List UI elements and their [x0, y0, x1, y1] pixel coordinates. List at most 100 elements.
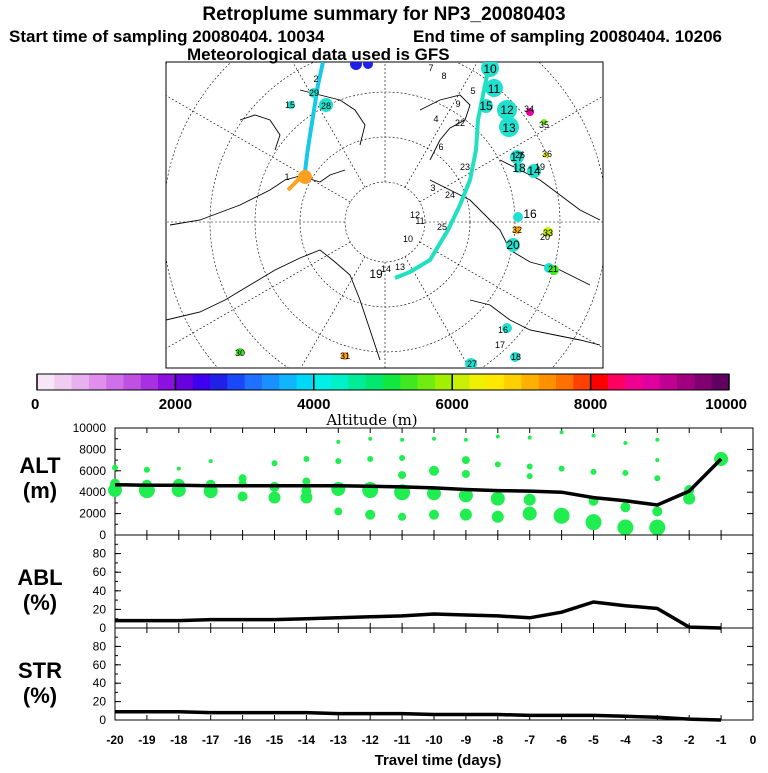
y-tick-label: 40: [93, 676, 107, 690]
plume-point: [655, 437, 660, 442]
colorbar-cell: [88, 374, 107, 390]
x-tick-label: -7: [524, 733, 535, 747]
colorbar-cell: [677, 374, 695, 390]
colorbar-cell: [556, 374, 574, 390]
colorbar-cell: [348, 374, 367, 390]
colorbar-cell: [521, 374, 540, 390]
plume-point: [495, 434, 500, 439]
meridian-line: [300, 256, 366, 368]
plume-point: [585, 514, 602, 531]
plume-point: [432, 436, 436, 441]
plume-point: [143, 466, 150, 473]
plume-point: [367, 456, 374, 463]
colorbar-tick-label: 2000: [159, 396, 192, 413]
trajectory-marker: [287, 101, 295, 109]
trajectory-marker: [527, 164, 541, 178]
x-tick-label: -18: [170, 733, 188, 747]
colorbar-cell: [158, 374, 176, 390]
map-point-label: 31: [340, 351, 350, 361]
colorbar-cell: [331, 374, 349, 390]
map-meteorology: Meteorological data used is GFS: [187, 45, 450, 64]
map-point-label: 24: [445, 190, 455, 200]
plume-point: [553, 507, 570, 524]
y-tick-label: 2000: [79, 507, 106, 521]
colorbar-cell: [711, 374, 730, 390]
map-point-label: 26: [515, 150, 525, 160]
meridian-line: [166, 95, 351, 203]
plume-point: [368, 436, 373, 441]
map-point-label: 4: [433, 114, 438, 124]
x-tick-label: -9: [461, 733, 472, 747]
plume-point: [591, 433, 596, 438]
plume-point: [268, 491, 281, 504]
map-point-label: 23: [460, 162, 470, 172]
map-point-label: 30: [235, 348, 245, 358]
series-line: [114, 457, 723, 507]
colorbar-cell: [140, 374, 159, 390]
plume-point: [620, 502, 631, 513]
plume-point: [527, 435, 532, 440]
trajectory-marker: [499, 117, 519, 137]
map-point-label: 25: [437, 222, 447, 232]
plume-point: [208, 459, 213, 464]
panel-ylabel: ALT: [19, 453, 61, 478]
plume-point: [237, 491, 248, 502]
y-tick-label: 60: [93, 565, 107, 579]
trajectory-marker: [543, 152, 549, 158]
plume-point: [622, 469, 629, 476]
map-point-label: 18: [511, 352, 521, 362]
meridian-line: [404, 62, 478, 188]
altitude-colorbar: [36, 373, 730, 391]
y-tick-label: 20: [93, 695, 107, 709]
plume-point: [463, 437, 468, 442]
x-tick-label: -20: [106, 733, 124, 747]
plume-point: [559, 430, 564, 435]
map-point-label: 33: [543, 228, 553, 238]
plume-point: [491, 510, 504, 523]
colorbar-cell: [54, 374, 73, 390]
map-point-label: 10: [403, 234, 413, 244]
x-tick-label: -14: [298, 733, 316, 747]
map-point-label: 16: [498, 325, 508, 335]
plume-point: [494, 461, 501, 468]
trajectory-marker: [341, 352, 349, 360]
x-tick-label: -1: [716, 733, 727, 747]
y-tick-label: 8000: [79, 442, 106, 456]
plume-point: [303, 456, 310, 463]
trajectory-marker: [350, 62, 362, 70]
colorbar-tick-label: 6000: [436, 396, 469, 413]
start-time: Start time of sampling 20080404. 10034: [9, 27, 325, 46]
panel-ylabel: ABL: [17, 565, 62, 590]
colorbar-tick-label: 0: [31, 396, 39, 413]
map-point-label: 21: [548, 264, 558, 274]
colorbar-cell: [400, 374, 419, 390]
trajectory-marker: [510, 352, 520, 362]
panel-ylabel: (m): [23, 478, 57, 503]
plume-point: [365, 509, 376, 520]
trajectory-marker: [543, 227, 553, 237]
panel-ylabel: (%): [23, 590, 57, 615]
colorbar-cell: [486, 374, 505, 390]
x-tick-label: -13: [330, 733, 348, 747]
colorbar-cell: [210, 374, 228, 390]
y-tick-label: 6000: [79, 464, 106, 478]
colorbar-cell: [434, 374, 453, 390]
map-point-label: 20: [540, 232, 550, 242]
x-tick-label: -15: [266, 733, 284, 747]
coastline: [419, 94, 471, 161]
colorbar-tick-label: 8000: [574, 396, 607, 413]
colorbar-cell: [538, 374, 557, 390]
colorbar-label: Altitude (m): [325, 411, 417, 429]
map-point-label: 28: [321, 101, 331, 111]
plume-point: [108, 483, 122, 498]
plume-point: [302, 477, 311, 486]
meridian-line: [419, 241, 603, 349]
y-tick-label: 4000: [79, 485, 106, 499]
trajectory-marker: [549, 265, 559, 275]
trajectory-marker: [513, 226, 521, 234]
coastline: [169, 169, 346, 226]
map-point-label: 17: [510, 150, 524, 164]
map-point-label: 10: [483, 62, 497, 76]
map-point-label: 5: [470, 86, 475, 96]
